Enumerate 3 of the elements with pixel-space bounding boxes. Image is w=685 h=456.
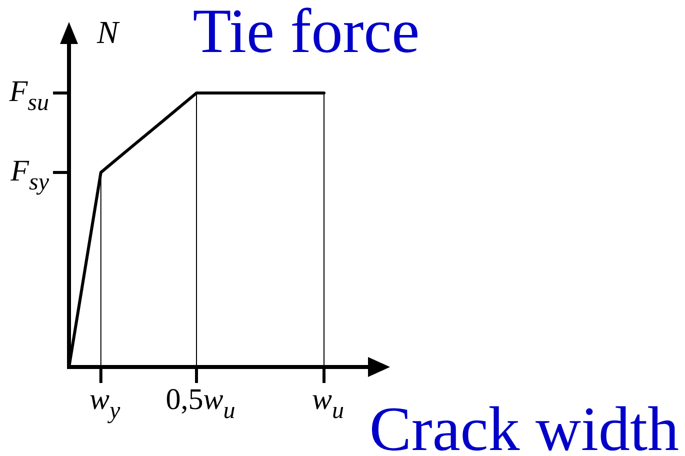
y-axis-title: N: [96, 14, 120, 50]
chart-title: Tie force: [192, 0, 420, 66]
x-axis-title: Crack width: [369, 394, 679, 456]
